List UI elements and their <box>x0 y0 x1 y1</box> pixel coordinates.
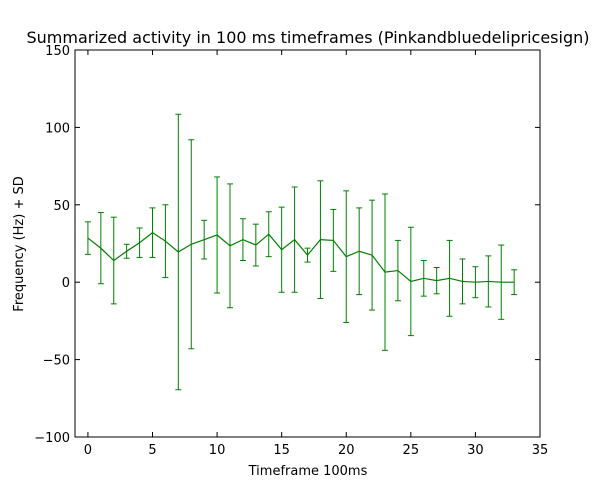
chart-title: Summarized activity in 100 ms timeframes… <box>27 28 590 47</box>
x-tick-label: 35 <box>532 443 549 458</box>
y-tick-label: 0 <box>62 276 70 291</box>
y-tick-label: 150 <box>45 44 70 59</box>
x-axis-label: Timeframe 100ms <box>248 464 368 479</box>
x-tick-label: 25 <box>403 443 420 458</box>
y-axis-label: Frequency (Hz) + SD <box>12 176 27 311</box>
y-tick-label: 100 <box>45 121 70 136</box>
x-tick-label: 0 <box>84 443 92 458</box>
y-tick-label: −50 <box>43 354 70 369</box>
x-tick-label: 30 <box>467 443 484 458</box>
y-tick-label: −100 <box>34 431 70 446</box>
plot-frame <box>74 49 541 438</box>
x-tick-label: 15 <box>273 443 290 458</box>
x-tick-label: 20 <box>338 443 355 458</box>
series-line <box>87 231 515 283</box>
x-tick-label: 10 <box>209 443 226 458</box>
y-tick-label: 50 <box>53 199 70 214</box>
axis-ticks: 0 5 10 15 20 25 30 35 −100 −50 0 50 100 150 <box>34 44 548 458</box>
x-tick-label: 5 <box>148 443 156 458</box>
plot-area <box>84 113 518 391</box>
